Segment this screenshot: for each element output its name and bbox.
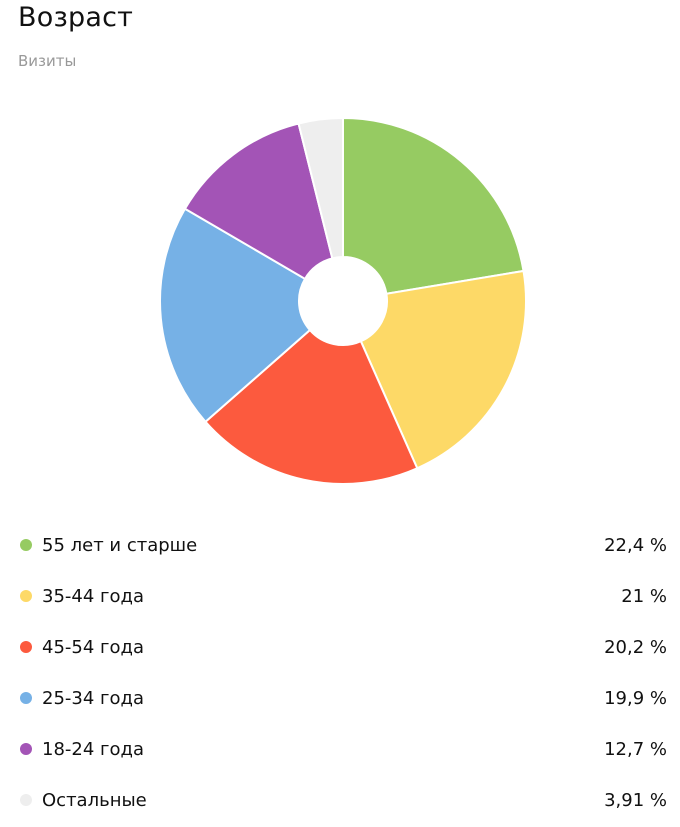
legend-item[interactable]: 35-44 года 21 %	[0, 572, 680, 623]
legend-value: 19,9 %	[604, 688, 667, 709]
pie-slice-1[interactable]	[342, 116, 525, 295]
chart-legend: 55 лет и старше 22,4 % 35-44 года 21 % 45-54…	[0, 521, 680, 827]
legend-value: 12,7 %	[604, 739, 667, 760]
legend-value: 20,2 %	[604, 637, 667, 658]
legend-color-dot	[20, 692, 32, 704]
legend-label: 18-24 года	[42, 739, 144, 760]
legend-label: 25-34 года	[42, 688, 144, 709]
legend-color-dot	[20, 743, 32, 755]
pie-slice-6[interactable]	[297, 116, 344, 260]
pie-slice-4[interactable]	[159, 207, 312, 424]
legend-value: 3,91 %	[604, 790, 667, 811]
legend-color-dot	[20, 590, 32, 602]
pie-slice-3[interactable]	[204, 328, 419, 485]
legend-item[interactable]: 18-24 года 12,7 %	[0, 725, 680, 776]
legend-item[interactable]: Остальные 3,91 %	[0, 776, 680, 827]
legend-item[interactable]: 45-54 года 20,2 %	[0, 623, 680, 674]
legend-color-dot	[20, 641, 32, 653]
legend-label: 35-44 года	[42, 586, 144, 607]
legend-value: 22,4 %	[604, 535, 667, 556]
donut-chart	[159, 116, 527, 485]
legend-label: Остальные	[42, 790, 147, 811]
chart-subtitle: Визиты	[18, 52, 77, 70]
pie-slice-2[interactable]	[359, 269, 527, 470]
chart-title: Возраст	[18, 2, 134, 33]
legend-label: 55 лет и старше	[42, 535, 198, 556]
legend-color-dot	[20, 794, 32, 806]
pie-slices	[159, 116, 527, 485]
pie-slice-5[interactable]	[183, 122, 334, 281]
legend-color-dot	[20, 539, 32, 551]
legend-value: 21 %	[621, 586, 667, 607]
legend-item[interactable]: 25-34 года 19,9 %	[0, 674, 680, 725]
legend-item[interactable]: 55 лет и старше 22,4 %	[0, 521, 680, 572]
legend-label: 45-54 года	[42, 637, 144, 658]
